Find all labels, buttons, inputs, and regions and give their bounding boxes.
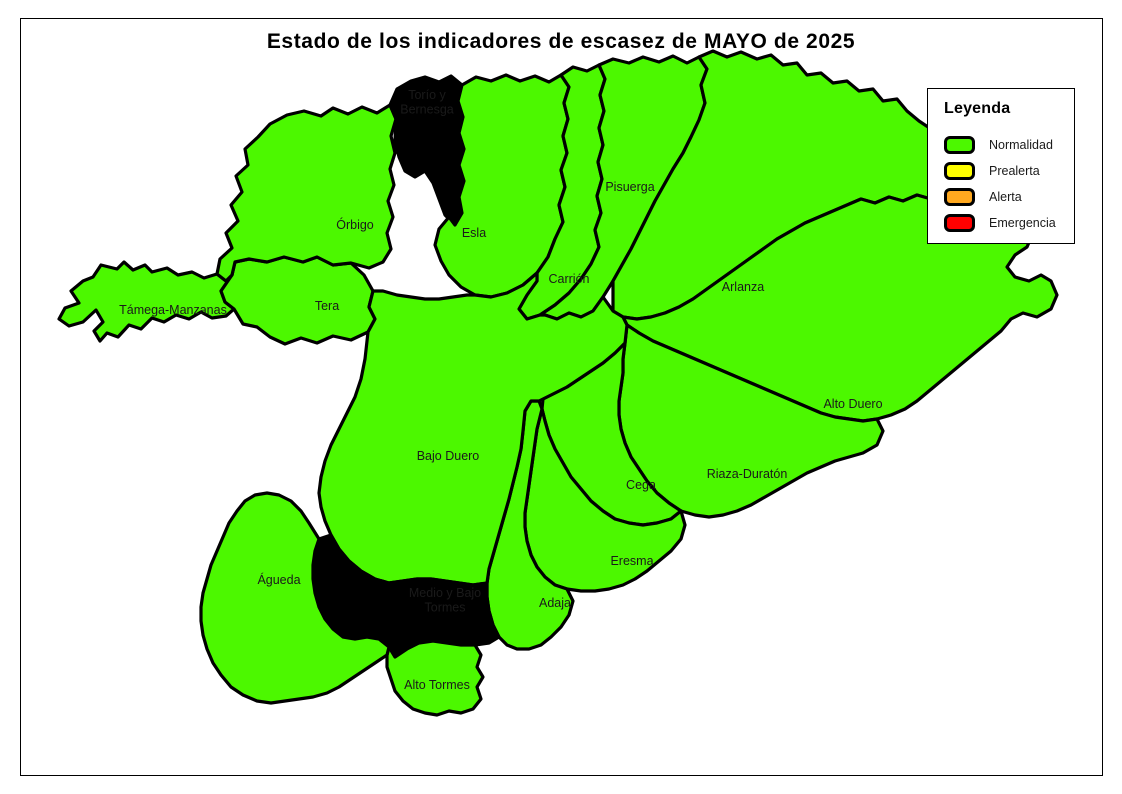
- map-canvas: Támega-Manzanas Tera Órbigo Torío y Bernesga…: [21, 19, 1102, 775]
- legend-swatch-alerta: [944, 188, 975, 206]
- legend-item[interactable]: Prealerta: [928, 158, 1074, 184]
- legend-label: Prealerta: [989, 164, 1040, 178]
- legend-item[interactable]: Alerta: [928, 184, 1074, 210]
- page-title: Estado de los indicadores de escasez de …: [266, 30, 856, 53]
- zone-agueda[interactable]: [199, 491, 391, 705]
- legend-item[interactable]: Emergencia: [928, 210, 1074, 236]
- zone-alto-tormes[interactable]: [385, 639, 485, 717]
- legend-label: Alerta: [989, 190, 1022, 204]
- zone-shapes-group: [57, 49, 1059, 717]
- legend-swatch-normalidad: [944, 136, 975, 154]
- legend-label: Normalidad: [989, 138, 1053, 152]
- legend-title: Leyenda: [944, 100, 1011, 117]
- zone-tamega-manzanas[interactable]: [57, 260, 236, 343]
- zone-tera[interactable]: [219, 255, 377, 346]
- zone-orbigo[interactable]: [215, 103, 398, 283]
- legend-item[interactable]: Normalidad: [928, 132, 1074, 158]
- legend-swatch-prealerta: [944, 162, 975, 180]
- legend-panel: Leyenda Normalidad Prealerta Alerta Emergen…: [927, 88, 1075, 244]
- legend-swatch-emergencia: [944, 214, 975, 232]
- legend-label: Emergencia: [989, 216, 1056, 230]
- zone-torio-bernesga[interactable]: [388, 74, 466, 227]
- legend-items: Normalidad Prealerta Alerta Emergencia: [928, 132, 1074, 236]
